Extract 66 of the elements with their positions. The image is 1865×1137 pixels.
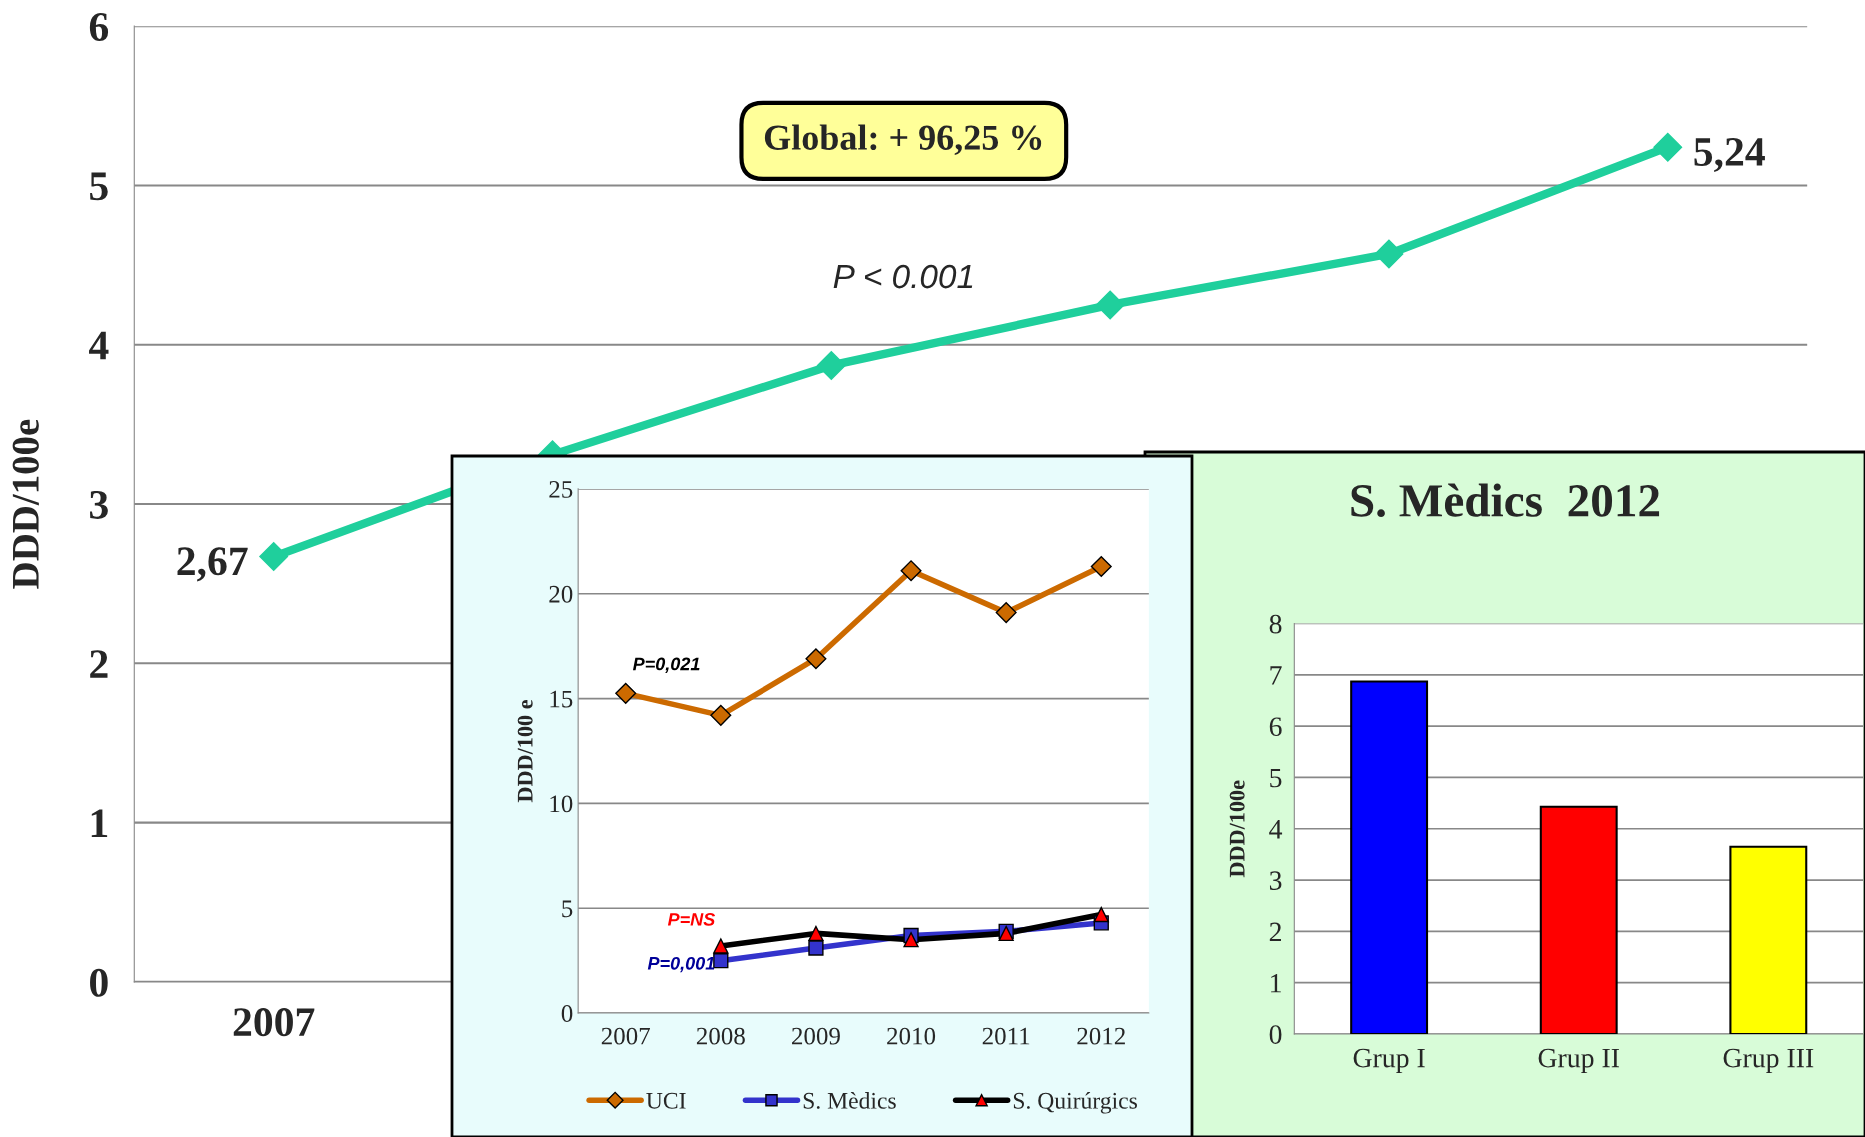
- point: [713, 953, 729, 969]
- point: [816, 351, 846, 380]
- x-tick-label: Grup I: [1353, 1048, 1425, 1074]
- y-tick-label: 1: [1271, 973, 1281, 993]
- x-tick-label: Grup II: [1538, 1048, 1620, 1074]
- x-tick-label: 2007: [601, 1027, 650, 1045]
- x-tick-label: 2009: [792, 1027, 840, 1045]
- point: [615, 682, 637, 704]
- y-tick-label: 0: [90, 968, 108, 997]
- y-tick-label: 3: [1269, 871, 1282, 890]
- annotation: Global: + 96,25 %: [764, 124, 1042, 156]
- y-tick-label: 15: [550, 690, 573, 708]
- point: [710, 704, 732, 726]
- point: [1093, 906, 1109, 923]
- legend-label: UCI: [646, 1092, 686, 1109]
- y-tick-label: 5: [1270, 768, 1282, 788]
- point: [1095, 290, 1125, 320]
- y-tick-label: 20: [549, 585, 573, 603]
- y-tick-label: 8: [1269, 614, 1282, 634]
- point: [259, 542, 289, 572]
- legend-label: S. Quirúrgics: [1013, 1092, 1137, 1114]
- y-tick-label: 2: [90, 650, 108, 678]
- y-tick-label: 6: [1269, 717, 1282, 737]
- y-tick-label: 1: [91, 809, 108, 838]
- point: [1090, 555, 1112, 578]
- point: [808, 940, 824, 956]
- data-label: 5,24: [1694, 137, 1765, 173]
- y-tick-label: 10: [550, 795, 573, 813]
- annotation: P < 0.001: [833, 264, 973, 289]
- x-tick-label: Grup III: [1723, 1048, 1814, 1074]
- chart-title: S. Mèdics 2012: [1351, 483, 1660, 518]
- x-tick-label: 2007: [233, 1008, 315, 1037]
- bar: [1350, 680, 1429, 1034]
- point: [900, 560, 922, 582]
- x-tick-label: 2012: [1077, 1027, 1125, 1045]
- y-tick-label: 6: [89, 13, 109, 42]
- data-label: 2,67: [177, 547, 248, 582]
- x-tick-label: 2008: [696, 1027, 745, 1045]
- y-tick-label: 25: [549, 481, 573, 498]
- annotation: P=0,001: [647, 956, 715, 973]
- y-tick-label: 5: [562, 900, 573, 918]
- y-tick-label: 0: [1269, 1025, 1282, 1044]
- bar: [1539, 805, 1618, 1034]
- x-tick-label: 2010: [887, 1027, 936, 1045]
- y-tick-label: 4: [1269, 820, 1283, 839]
- point: [1374, 239, 1404, 269]
- point: [808, 925, 824, 942]
- y-tick-label: 3: [90, 490, 108, 519]
- annotation: P=0,021: [632, 657, 700, 673]
- bar: [1729, 845, 1808, 1034]
- point: [713, 938, 729, 954]
- y-tick-label: 0: [561, 1005, 573, 1022]
- point: [805, 648, 827, 670]
- y-axis-title: DDD/100e: [1229, 780, 1245, 878]
- y-tick-label: 4: [89, 331, 109, 360]
- point: [1653, 132, 1683, 162]
- y-tick-label: 2: [1269, 922, 1281, 942]
- y-tick-label: 7: [1270, 666, 1282, 685]
- point: [995, 602, 1017, 624]
- x-tick-label: 2011: [982, 1027, 1030, 1045]
- y-axis-title: DDD/100e: [12, 419, 39, 589]
- legend-label: S. Mèdics: [803, 1092, 896, 1109]
- annotation: P=NS: [667, 912, 716, 926]
- y-axis-title: DDD/100 e: [517, 700, 533, 803]
- point: [903, 932, 919, 948]
- y-tick-label: 5: [90, 172, 108, 201]
